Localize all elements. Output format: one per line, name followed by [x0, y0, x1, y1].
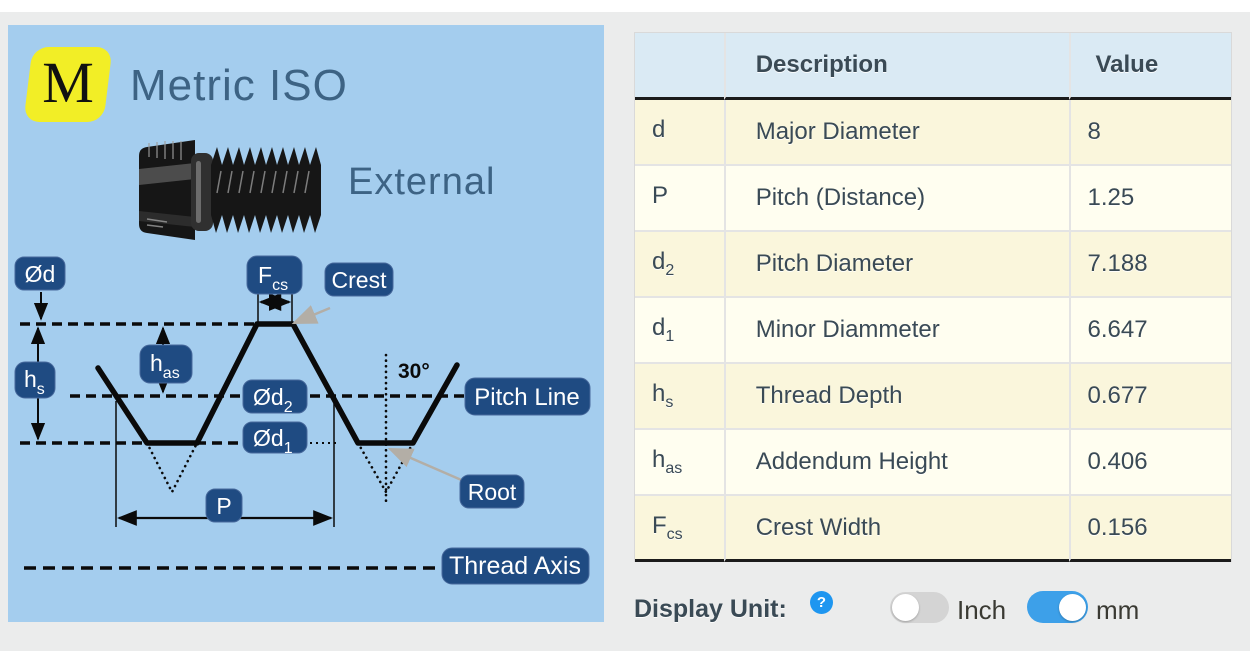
bolt-illustration	[139, 140, 321, 240]
symbol-cell: hs	[635, 364, 724, 430]
thread-axis-pill	[441, 547, 590, 585]
table-row: d2 Pitch Diameter 7.188	[635, 232, 1231, 298]
help-icon[interactable]: ?	[810, 591, 833, 614]
symbol-cell: d1	[635, 298, 724, 364]
table-row: d1 Minor Diammeter 6.647	[635, 298, 1231, 364]
table-row: d Major Diameter 8	[635, 100, 1231, 166]
header-value: Value	[1069, 33, 1231, 100]
pitch-pill	[205, 488, 243, 523]
root-label: Root	[468, 479, 517, 505]
thread-type-label: External	[348, 161, 496, 203]
page-title: Metric ISO	[130, 61, 348, 110]
value-cell: 0.677	[1069, 364, 1231, 430]
display-unit-label: Display Unit:	[634, 595, 787, 623]
value-cell: 0.156	[1069, 496, 1231, 562]
pitch-line-pill	[464, 377, 591, 416]
symbol-cell: d2	[635, 232, 724, 298]
pitch-dia-label: Ød2	[253, 384, 293, 416]
pitch-dia-pill	[242, 379, 308, 414]
bolt-head-facet	[139, 163, 195, 185]
metric-badge: M	[23, 47, 113, 122]
thread-depth-pill	[14, 361, 56, 399]
metric-badge-letter: M	[42, 50, 94, 115]
crest-width-label: Fcs	[258, 262, 288, 294]
root-callout-arrow	[387, 447, 467, 484]
symbol-cell: has	[635, 430, 724, 496]
inch-toggle[interactable]	[890, 592, 949, 623]
thread-standard-panel: M Metric ISO External	[8, 25, 604, 622]
value-cell: 8	[1069, 100, 1231, 166]
pitch-line-label: Pitch Line	[474, 384, 579, 411]
table-row: hs Thread Depth 0.677	[635, 364, 1231, 430]
bolt-head-facet2	[139, 211, 195, 227]
display-unit-bar: Display Unit: ? Inch mm	[0, 583, 1250, 633]
bolt-head-hatching	[146, 141, 182, 228]
inch-toggle-knob	[892, 594, 919, 621]
thread-axis-label: Thread Axis	[449, 552, 581, 580]
thread-profile-outline	[95, 321, 460, 446]
symbol-cell: d	[635, 100, 724, 166]
major-dia-label: Ød	[25, 261, 56, 287]
description-cell: Crest Width	[723, 496, 1070, 562]
value-cell: 0.406	[1069, 430, 1231, 496]
addendum-label: has	[150, 350, 180, 382]
value-cell: 7.188	[1069, 232, 1231, 298]
minor-dia-pill	[242, 421, 308, 454]
crest-width-pill	[246, 255, 303, 295]
thread-depth-label: hs	[24, 366, 45, 398]
inch-label: Inch	[957, 595, 1007, 625]
value-cell: 1.25	[1069, 166, 1231, 232]
flank-angle-label: 30°	[398, 360, 430, 383]
description-cell: Pitch (Distance)	[723, 166, 1070, 232]
value-cell: 6.647	[1069, 298, 1231, 364]
root-v-right	[356, 441, 415, 495]
mm-label: mm	[1096, 595, 1140, 625]
diagram-labels: Ød Fcs Crest hs has Ød2 Ød1 Pitch Line P…	[14, 255, 591, 585]
description-cell: Minor Diammeter	[723, 298, 1070, 364]
root-v-left	[145, 441, 199, 495]
bolt-threads	[211, 147, 321, 233]
major-dia-pill	[14, 256, 66, 291]
description-cell: Thread Depth	[723, 364, 1070, 430]
description-cell: Pitch Diameter	[723, 232, 1070, 298]
mm-toggle[interactable]	[1027, 591, 1088, 623]
thread-profile-diagram: 30° Ød Fcs Crest hs has Ød2 Ød1 Pitch Li…	[14, 255, 591, 585]
root-pill	[459, 474, 525, 509]
table-row: P Pitch (Distance) 1.25	[635, 166, 1231, 232]
addendum-pill	[139, 344, 193, 384]
crest-pill	[324, 262, 394, 297]
crest-label: Crest	[332, 267, 388, 293]
description-cell: Addendum Height	[723, 430, 1070, 496]
crest-callout-arrow	[291, 305, 331, 325]
header-symbol	[635, 33, 724, 100]
description-cell: Major Diameter	[723, 100, 1070, 166]
pitch-label: P	[216, 493, 231, 519]
symbol-cell: Fcs	[635, 496, 724, 562]
minor-dia-label: Ød1	[253, 425, 293, 457]
table-row: has Addendum Height 0.406	[635, 430, 1231, 496]
symbol-cell: P	[635, 166, 724, 232]
bolt-collar-highlight	[196, 161, 201, 223]
thread-dimensions-table: Description Value d Major Diameter 8 P P…	[634, 32, 1232, 562]
table-row: Fcs Crest Width 0.156	[635, 496, 1231, 562]
mm-toggle-knob	[1059, 593, 1086, 621]
header-description: Description	[723, 33, 1070, 100]
bolt-thread-highlights	[216, 170, 310, 194]
table-header-row: Description Value	[635, 33, 1231, 100]
